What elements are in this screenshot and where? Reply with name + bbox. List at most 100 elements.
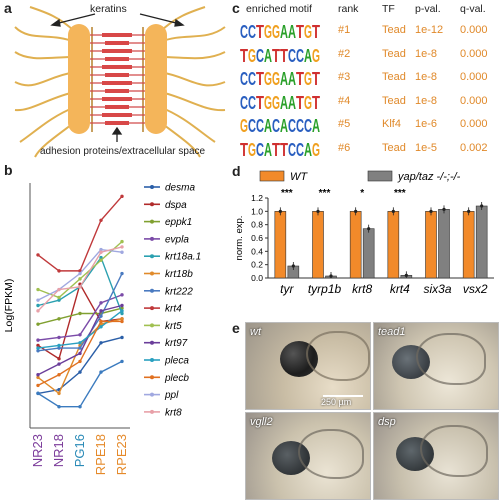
data-point [78, 341, 82, 345]
data-point [99, 250, 103, 254]
data-point [120, 250, 124, 254]
motif-letter: T [280, 140, 288, 160]
y-tick-label: 1.2 [251, 193, 263, 203]
motif-qval: 0.000 [460, 94, 488, 107]
motif-letter: G [272, 22, 280, 42]
panel-b-chart: Log(FPKM) NR23 NR18 PG16 RPE18 RPE23 desma dspa… [0, 175, 232, 499]
motif-letter: G [248, 46, 256, 66]
x-tick-label: vsx2 [463, 282, 488, 296]
significance-mark: *** [281, 188, 293, 199]
panel-a-schematic [14, 6, 226, 158]
panel-a-letter: a [4, 0, 12, 16]
y-tick-label: 0.2 [251, 260, 263, 270]
panel-e-images: wt tead1 vgll2 dsp 250 µm [245, 322, 499, 500]
motif-pval: 1e-6 [415, 118, 438, 130]
y-axis-label: Log(FPKM) [3, 279, 15, 333]
motif-letter: A [264, 46, 272, 66]
motif-letter: G [304, 69, 312, 89]
motif-letter: C [248, 93, 256, 113]
motif-letter: G [304, 22, 312, 42]
data-point [120, 271, 124, 276]
motif-qval: 0.000 [460, 47, 488, 60]
motif-letter: G [272, 93, 280, 113]
image-label-wt: wt [250, 326, 261, 338]
data-point [78, 333, 82, 337]
header-qval: q-val. [460, 3, 486, 15]
keratin-filaments-left [14, 6, 76, 158]
motif-rank: #4 [338, 94, 351, 107]
data-point [99, 258, 103, 262]
motif-row: G C C A C A C C C A #5 Klf4 1e-6 0.000 [240, 114, 498, 136]
motif-letter: C [240, 69, 248, 89]
y-tick-label: 0.0 [251, 273, 263, 283]
data-point [36, 322, 40, 326]
image-label-tead1: tead1 [378, 326, 406, 338]
legend-label: ppl [164, 390, 179, 401]
x-tick-label: krt4 [390, 282, 410, 296]
data-point [99, 341, 103, 345]
motif-letter: G [312, 46, 320, 66]
data-point [36, 287, 40, 292]
data-point [57, 357, 61, 361]
motif-letter: A [280, 93, 288, 113]
data-dot [404, 273, 408, 277]
legend-marker [150, 288, 154, 293]
data-point [57, 404, 61, 409]
data-dot [480, 204, 484, 208]
motif-letter: A [312, 116, 320, 136]
data-point [78, 370, 82, 374]
legend-marker [150, 219, 154, 224]
motif-qval: 0.002 [460, 141, 488, 154]
bar [387, 211, 400, 279]
legend-label: desma [165, 183, 195, 194]
y-tick-label: 0.6 [251, 233, 263, 243]
header-pval: p-val. [415, 3, 441, 15]
motif-letter: A [280, 116, 288, 136]
motif-letter: G [264, 22, 272, 42]
motif-letter: T [296, 22, 304, 42]
data-point [36, 391, 40, 396]
data-point [99, 314, 103, 318]
data-point [36, 349, 40, 353]
motif-letter: A [280, 69, 288, 89]
motif-letter: A [280, 22, 288, 42]
motif-letter: C [288, 140, 296, 160]
motif-letter: C [304, 116, 312, 136]
motif-letter: A [288, 22, 296, 42]
right-plaque [145, 24, 167, 134]
significance-mark: *** [319, 188, 331, 199]
keratins-label: keratins [90, 3, 127, 15]
data-point [36, 375, 40, 380]
motif-pval: 1e-5 [415, 141, 438, 154]
legend-label: krt5 [165, 321, 182, 332]
panel-e-letter: e [232, 320, 240, 336]
motif-letter: T [240, 140, 248, 160]
data-point [57, 298, 61, 302]
legend-marker [150, 409, 154, 414]
x-tick-label: RPE18 [93, 434, 108, 475]
legend-label: krt4 [165, 304, 182, 315]
motif-letter: C [248, 22, 256, 42]
legend-label: plecb [164, 373, 189, 384]
legend-marker [150, 202, 154, 207]
data-point [78, 359, 82, 364]
motif-tf: Klf4 [382, 118, 401, 130]
motif-letter: C [248, 116, 256, 136]
data-point [99, 370, 103, 374]
data-point [99, 255, 103, 260]
data-point [120, 303, 124, 308]
keratin-arrows [50, 13, 185, 27]
data-dot [316, 209, 320, 213]
motif-letter: A [288, 69, 296, 89]
series-line [37, 318, 123, 395]
bar [312, 211, 324, 279]
data-point [120, 245, 124, 249]
significance-mark: *** [394, 188, 406, 199]
bar [362, 228, 375, 279]
adhesion-proteins [90, 33, 145, 125]
image-tead1: tead1 [373, 322, 499, 410]
image-dsp: dsp [373, 412, 499, 500]
head-outline [298, 429, 364, 479]
